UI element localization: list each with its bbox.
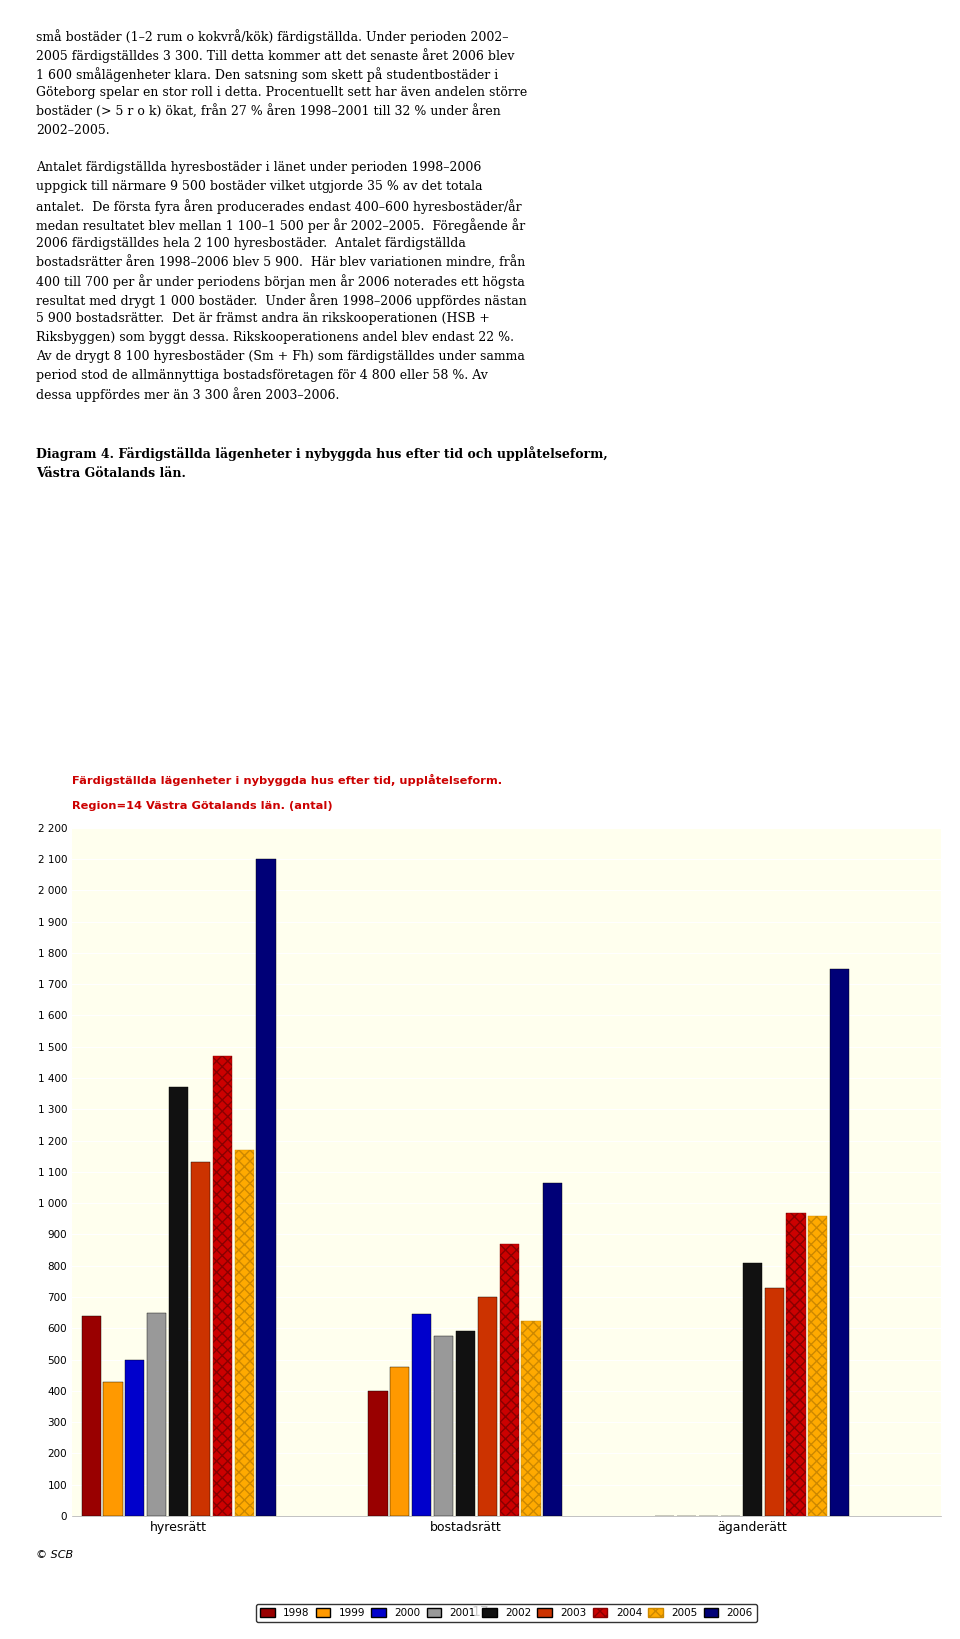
Bar: [786, 1213, 805, 1516]
Bar: [743, 1262, 762, 1516]
Bar: [125, 1360, 144, 1516]
Text: Riksbyggen) som byggt dessa. Rikskooperationens andel blev endast 22 %.: Riksbyggen) som byggt dessa. Rikskoopera…: [36, 331, 515, 344]
Bar: [478, 1296, 497, 1516]
Text: 400 till 700 per år under periodens början men år 2006 noterades ett högsta: 400 till 700 per år under periodens börj…: [36, 275, 525, 290]
Text: 17: 17: [471, 1605, 489, 1619]
Text: resultat med drygt 1 000 bostäder.  Under åren 1998–2006 uppfördes nästan: resultat med drygt 1 000 bostäder. Under…: [36, 293, 527, 308]
Text: 2005 färdigställdes 3 300. Till detta kommer att det senaste året 2006 blev: 2005 färdigställdes 3 300. Till detta ko…: [36, 49, 515, 64]
Bar: [234, 1151, 253, 1516]
Bar: [390, 1367, 410, 1516]
Legend: 1998, 1999, 2000, 2001, 2002, 2003, 2004, 2005, 2006: 1998, 1999, 2000, 2001, 2002, 2003, 2004…: [255, 1605, 757, 1623]
Text: Antalet färdigställda hyresbostäder i länet under perioden 1998–2006: Antalet färdigställda hyresbostäder i lä…: [36, 162, 482, 174]
Bar: [369, 1392, 388, 1516]
Text: period stod de allmännyttiga bostadsföretagen för 4 800 eller 58 %. Av: period stod de allmännyttiga bostadsföre…: [36, 369, 489, 382]
Bar: [434, 1336, 453, 1516]
Text: antalet.  De första fyra åren producerades endast 400–600 hyresbostäder/år: antalet. De första fyra åren producerade…: [36, 200, 522, 215]
Text: medan resultatet blev mellan 1 100–1 500 per år 2002–2005.  Föregående år: medan resultatet blev mellan 1 100–1 500…: [36, 218, 526, 233]
Text: uppgick till närmare 9 500 bostäder vilket utgjorde 35 % av det totala: uppgick till närmare 9 500 bostäder vilk…: [36, 180, 483, 193]
Bar: [456, 1331, 475, 1516]
Bar: [82, 1316, 101, 1516]
Bar: [499, 1244, 518, 1516]
Bar: [104, 1382, 123, 1516]
Bar: [213, 1056, 232, 1516]
Bar: [808, 1216, 828, 1516]
Text: Av de drygt 8 100 hyresbostäder (Sm + Fh) som färdigställdes under samma: Av de drygt 8 100 hyresbostäder (Sm + Fh…: [36, 351, 525, 362]
Bar: [521, 1321, 540, 1516]
Bar: [147, 1313, 166, 1516]
Text: små bostäder (1–2 rum o kokvrå/kök) färdigställda. Under perioden 2002–: små bostäder (1–2 rum o kokvrå/kök) färd…: [36, 30, 509, 44]
Text: Diagram 4. Färdigställda lägenheter i nybyggda hus efter tid och upplåtelseform,: Diagram 4. Färdigställda lägenheter i ny…: [36, 446, 609, 461]
Bar: [256, 859, 276, 1516]
Bar: [830, 969, 850, 1516]
Text: bostäder (> 5 r o k) ökat, från 27 % åren 1998–2001 till 32 % under åren: bostäder (> 5 r o k) ökat, från 27 % åre…: [36, 105, 501, 120]
Bar: [543, 1183, 563, 1516]
Bar: [764, 1288, 783, 1516]
Bar: [191, 1162, 210, 1516]
Bar: [412, 1314, 431, 1516]
Text: 2002–2005.: 2002–2005.: [36, 125, 110, 136]
Text: 5 900 bostadsrätter.  Det är främst andra än rikskooperationen (HSB +: 5 900 bostadsrätter. Det är främst andra…: [36, 311, 491, 325]
Text: Västra Götalands län.: Västra Götalands län.: [36, 467, 186, 480]
Text: 1 600 smålägenheter klara. Den satsning som skett på studentbostäder i: 1 600 smålägenheter klara. Den satsning …: [36, 67, 499, 82]
Text: © SCB: © SCB: [36, 1550, 74, 1560]
Text: Göteborg spelar en stor roll i detta. Procentuellt sett har även andelen större: Göteborg spelar en stor roll i detta. Pr…: [36, 85, 528, 98]
Text: Region=14 Västra Götalands län. (antal): Region=14 Västra Götalands län. (antal): [72, 801, 332, 811]
Text: 2006 färdigställdes hela 2 100 hyresbostäder.  Antalet färdigställda: 2006 färdigställdes hela 2 100 hyresbost…: [36, 238, 467, 249]
Text: Färdigställda lägenheter i nybyggda hus efter tid, upplåtelseform.: Färdigställda lägenheter i nybyggda hus …: [72, 774, 502, 785]
Text: dessa uppfördes mer än 3 300 åren 2003–2006.: dessa uppfördes mer än 3 300 åren 2003–2…: [36, 388, 340, 403]
Text: bostadsrätter åren 1998–2006 blev 5 900.  Här blev variationen mindre, från: bostadsrätter åren 1998–2006 blev 5 900.…: [36, 256, 526, 270]
Bar: [169, 1087, 188, 1516]
